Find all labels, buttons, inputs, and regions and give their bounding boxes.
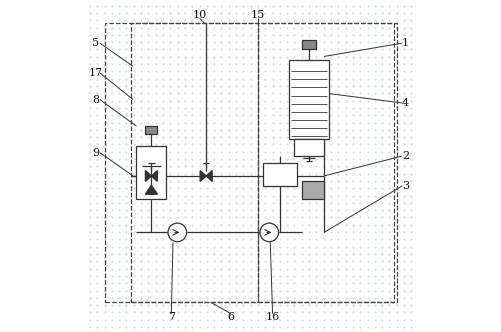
Text: 10: 10 [192,10,206,20]
Circle shape [168,223,186,242]
Bar [302,181,323,199]
Text: 7: 7 [167,312,174,322]
Polygon shape [145,171,151,181]
Bar [131,23,257,302]
Text: 2: 2 [401,151,408,161]
Text: 5: 5 [92,38,99,48]
Bar [294,139,323,156]
Text: 6: 6 [227,312,234,322]
Bar [145,126,157,134]
Bar [262,163,297,186]
Text: 3: 3 [401,181,408,191]
Polygon shape [145,185,157,194]
Bar [105,23,396,302]
Text: 8: 8 [92,95,99,105]
Bar [257,23,393,302]
Bar [136,146,166,199]
Text: 4: 4 [401,98,408,108]
Polygon shape [206,171,212,181]
Polygon shape [200,171,206,181]
Text: 16: 16 [265,312,279,322]
Text: 15: 15 [250,10,264,20]
Text: 17: 17 [89,68,103,78]
Bar [289,60,328,139]
Text: 9: 9 [92,148,99,158]
Circle shape [260,223,278,242]
Bar [301,40,316,49]
Text: 1: 1 [401,38,408,48]
Polygon shape [151,171,157,181]
